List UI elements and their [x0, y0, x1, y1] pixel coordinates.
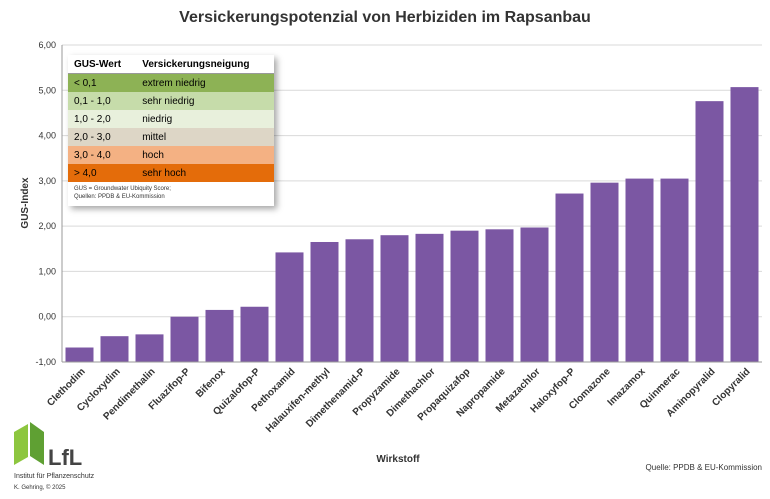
bar: [555, 193, 584, 362]
bar: [660, 178, 689, 362]
bar: [65, 347, 94, 362]
gus-row: < 0,1 extrem niedrig: [68, 73, 274, 92]
logo-leaf: [14, 424, 28, 465]
bar: [275, 252, 304, 362]
gus-header: Versickerungsneigung: [136, 55, 274, 74]
gus-cell: > 4,0: [74, 167, 97, 179]
y-tick-label: 4,00: [38, 131, 56, 141]
gus-note: GUS = Groundwater Ubiquity Score;: [74, 186, 171, 192]
gus-cell: mittel: [142, 131, 167, 143]
gus-header-row: GUS-Wert Versickerungsneigung: [68, 55, 274, 74]
bar: [380, 235, 409, 362]
y-tick-label: -1,00: [35, 357, 56, 367]
logo-text: LfL: [48, 445, 82, 470]
gus-row: 2,0 - 3,0 mittel: [68, 128, 274, 146]
gus-legend: GUS-Wert Versickerungsneigung < 0,1 extrem …: [68, 55, 274, 206]
bar: [625, 178, 654, 362]
y-tick-label: 0,00: [38, 312, 56, 322]
logo-institute: Institut für Pflanzenschutz: [14, 473, 95, 480]
bar: [240, 306, 269, 362]
x-tick-label: Bifenox: [194, 366, 228, 400]
gus-cell: sehr hoch: [142, 167, 187, 179]
gus-row: 0,1 - 1,0 sehr niedrig: [68, 92, 274, 110]
logo-author: K. Gehring, © 2025: [14, 484, 66, 491]
gus-notes: GUS = Groundwater Ubiquity Score; Quellen…: [68, 182, 274, 206]
logo: LfL Institut für Pflanzenschutz K. Gehri…: [14, 422, 95, 491]
bar: [520, 227, 549, 362]
gus-header: GUS-Wert: [68, 55, 137, 74]
gus-row: 3,0 - 4,0 hoch: [68, 146, 274, 164]
x-tick-label: Halauxifen-methyl: [264, 366, 333, 435]
logo-leaf: [30, 422, 44, 465]
gus-cell: sehr niedrig: [142, 95, 195, 107]
x-axis-label: Wirkstoff: [376, 454, 420, 465]
source: Quelle: PPDB & EU-Kommission: [646, 463, 762, 472]
x-tick-label: Dimethenamid-P: [304, 366, 368, 430]
bar: [695, 101, 724, 362]
bar: [205, 309, 234, 362]
gus-cell: < 0,1: [74, 77, 97, 89]
gus-cell: 2,0 - 3,0: [74, 131, 111, 143]
gus-cell: 3,0 - 4,0: [74, 149, 111, 161]
gus-row: 1,0 - 2,0 niedrig: [68, 110, 274, 128]
y-tick-label: 6,00: [38, 40, 56, 50]
bar: [730, 87, 759, 362]
gus-row: > 4,0 sehr hoch: [68, 164, 274, 182]
bar: [345, 239, 374, 362]
bar: [590, 182, 619, 362]
gus-note: Quellen: PPDB & EU-Kommission: [74, 194, 165, 200]
y-tick-label: 3,00: [38, 176, 56, 186]
bar: [310, 241, 339, 362]
bar: [170, 316, 199, 362]
y-axis-label: GUS-Index: [20, 177, 31, 229]
gus-cell: 1,0 - 2,0: [74, 113, 111, 125]
x-tick-label: Clopyralid: [710, 366, 752, 408]
gus-cell: extrem niedrig: [142, 77, 206, 89]
gus-cell: 0,1 - 1,0: [74, 95, 111, 107]
chart-title: Versickerungspotenzial von Herbiziden im…: [179, 9, 591, 26]
bar: [485, 229, 514, 362]
gus-cell: hoch: [142, 149, 164, 161]
bar: [415, 233, 444, 362]
bar: [450, 230, 479, 362]
y-tick-label: 5,00: [38, 85, 56, 95]
y-tick-label: 2,00: [38, 221, 56, 231]
bar: [100, 336, 129, 362]
y-tick-label: 1,00: [38, 266, 56, 276]
gus-table: GUS-Wert Versickerungsneigung < 0,1 extrem …: [68, 55, 274, 182]
gus-cell: niedrig: [142, 113, 173, 125]
bar: [135, 334, 164, 362]
